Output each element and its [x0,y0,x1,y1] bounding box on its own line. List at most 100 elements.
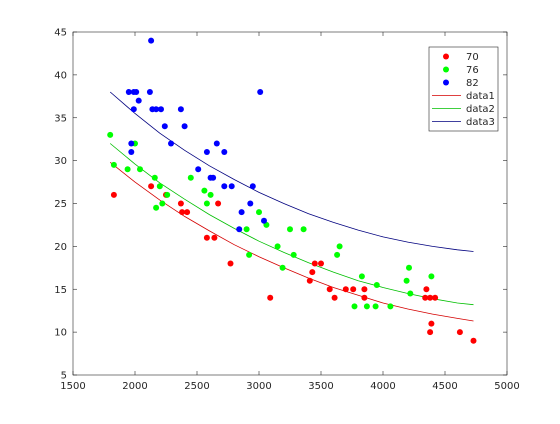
data-point-70 [318,260,324,267]
data-point-76 [164,191,171,198]
x-tick-label: 3000 [246,381,271,392]
y-tick-label: 5 [61,371,67,382]
data-point-82 [221,149,228,155]
x-tick-label: 1500 [60,381,85,392]
y-tick-label: 15 [54,285,67,296]
legend-marker-76 [443,66,449,73]
y-tick-label: 30 [54,156,67,167]
data-point-70 [470,337,477,344]
legend-label-70: 70 [466,52,479,63]
data-point-70 [215,200,222,207]
data-point-70 [422,294,429,301]
data-point-76 [187,174,194,181]
y-tick-label: 35 [54,113,67,124]
data-point-70 [148,183,155,190]
data-point-76 [387,303,394,310]
x-tick-label: 4000 [370,381,395,392]
data-point-76 [407,290,414,297]
legend-label-82: 82 [466,78,479,89]
y-tick-label: 45 [54,28,67,39]
data-point-76 [151,174,158,181]
data-point-70 [423,286,430,293]
x-tick-label: 4500 [432,381,457,392]
data-point-70 [110,191,117,198]
legend-marker-82 [443,79,449,86]
legend-label-data1: data1 [466,91,495,102]
data-point-70 [342,286,349,293]
data-point-82 [153,106,160,113]
data-point-82 [148,37,155,44]
data-point-70 [361,294,368,301]
data-point-76 [351,303,358,310]
data-point-70 [184,209,191,216]
data-point-82 [158,106,164,113]
data-point-76 [279,264,286,271]
data-point-76 [246,251,253,258]
data-point-70 [203,234,210,241]
data-point-76 [159,200,166,207]
data-point-70 [428,320,435,327]
data-point-76 [107,131,114,138]
data-point-76 [156,183,163,190]
x-tick-label: 3500 [308,381,333,392]
data-point-70 [177,200,184,207]
data-point-76 [372,303,379,310]
data-point-70 [427,294,434,301]
data-point-82 [161,123,168,130]
points-layer [107,37,477,344]
data-point-82 [128,149,135,155]
data-point-76 [336,243,343,250]
data-point-82 [257,89,264,95]
data-point-76 [358,273,365,280]
y-tick-label: 40 [54,70,67,81]
data-point-70 [361,286,368,293]
x-tick-label: 2500 [184,381,209,392]
data-point-70 [326,286,333,293]
data-point-82 [228,183,235,190]
data-point-70 [211,234,218,241]
data-point-82 [195,166,202,173]
data-point-82 [135,97,142,104]
data-point-76 [300,226,307,233]
legend-label-data3: data3 [466,117,495,128]
data-point-82 [133,89,140,95]
data-point-76 [153,204,160,211]
y-tick-label: 20 [54,242,67,253]
data-point-82 [221,183,228,190]
data-point-82 [168,140,174,147]
data-point-76 [243,226,250,233]
data-point-70 [456,329,463,336]
series-line-data2 [109,143,474,306]
data-point-82 [213,140,220,147]
data-point-76 [373,282,380,288]
data-point-76 [287,226,293,233]
data-point-82 [203,149,210,155]
y-tick-label: 10 [54,328,67,339]
y-axis: 5 10 15 20 25 30 35 40 45 [54,28,507,382]
legend: 70 76 82 data1 data2 data3 [428,46,499,132]
x-tick-label: 2000 [122,381,147,392]
data-point-82 [247,200,254,207]
series-line-data1 [109,161,474,322]
data-point-76 [207,191,214,198]
data-point-76 [428,273,435,280]
data-point-70 [306,277,313,284]
data-point-76 [290,251,297,258]
data-point-70 [309,269,316,276]
data-point-70 [267,294,274,301]
data-point-82 [128,140,135,147]
legend-label-data2: data2 [466,104,495,115]
legend-label-76: 76 [466,65,479,76]
data-point-82 [236,226,243,233]
data-point-70 [350,286,357,293]
data-point-82 [210,174,217,181]
data-point-76 [203,200,210,207]
legend-marker-70 [443,53,449,60]
data-point-76 [274,243,281,250]
data-point-70 [427,329,434,336]
data-point-82 [181,123,188,130]
data-point-76 [334,251,341,258]
data-point-82 [177,106,184,113]
